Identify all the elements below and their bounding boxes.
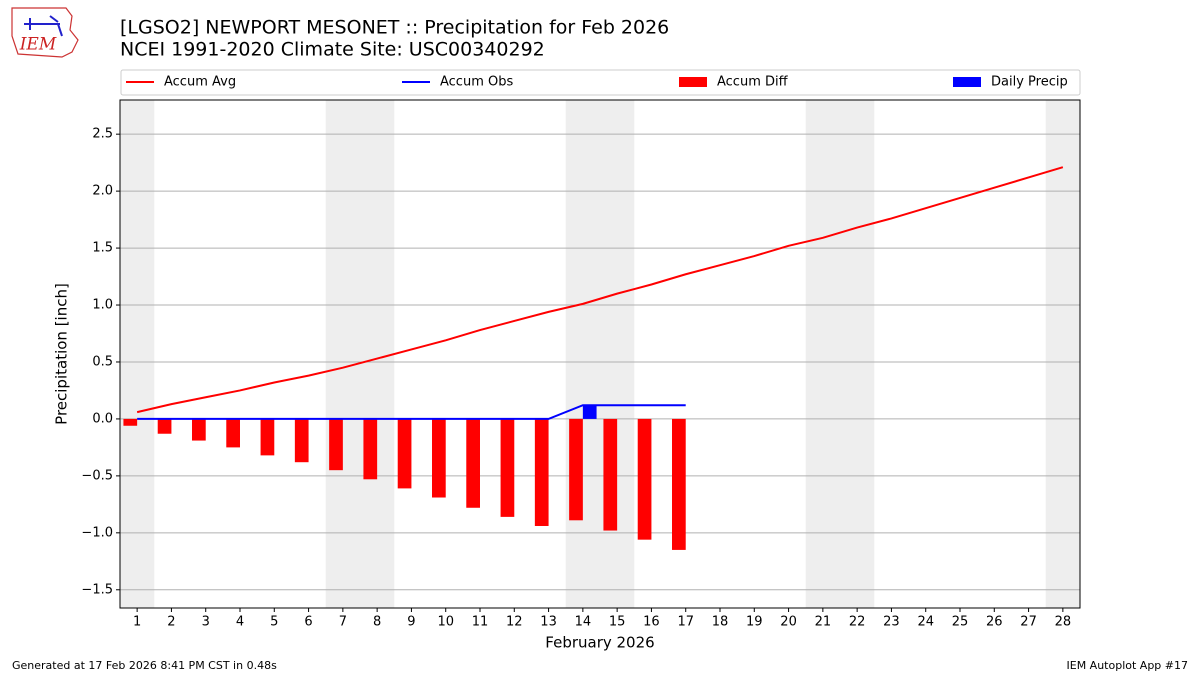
legend-swatch	[953, 77, 981, 87]
shade-band	[565, 100, 600, 608]
shade-band	[840, 100, 875, 608]
logo-outline	[11, 7, 79, 58]
logo-icon	[24, 15, 63, 37]
y-tick-label: −1.0	[81, 525, 113, 540]
bar	[329, 418, 343, 471]
bar	[397, 418, 412, 489]
x-tick-label: 4	[236, 615, 244, 630]
x-tick-label: 5	[270, 615, 278, 630]
bar	[637, 418, 652, 540]
bar	[569, 418, 583, 521]
x-tick-label: 19	[746, 615, 763, 630]
x-tick-label: 8	[373, 615, 381, 630]
bar	[500, 418, 515, 517]
chart-title: [LGSO2] NEWPORT MESONET :: Precipitation…	[120, 17, 669, 39]
bar	[672, 418, 686, 550]
x-axis-label: February 2026	[545, 634, 654, 652]
x-tick-label: 10	[437, 615, 454, 630]
y-tick-label: 2.5	[92, 127, 113, 142]
x-tick-label: 12	[506, 615, 523, 630]
y-tick-label: 2.0	[92, 184, 113, 199]
legend-swatch	[679, 77, 707, 87]
chart-subtitle: NCEI 1991-2020 Climate Site: USC00340292	[120, 39, 545, 61]
shade-band	[600, 100, 635, 608]
x-tick-label: 18	[712, 615, 729, 630]
x-tick-label: 25	[952, 615, 969, 630]
legend-label: Accum Diff	[717, 75, 789, 90]
x-tick-label: 23	[883, 615, 900, 630]
x-tick-label: 6	[304, 615, 312, 630]
x-tick-label: 22	[849, 615, 866, 630]
bar	[192, 418, 206, 441]
x-tick-label: 17	[677, 615, 694, 630]
bar	[466, 418, 480, 508]
logo-text: IEM	[19, 35, 57, 55]
x-tick-label: 28	[1055, 615, 1072, 630]
shade-band	[120, 100, 155, 608]
x-tick-label: 11	[472, 615, 489, 630]
y-tick-label: 0.0	[92, 411, 113, 426]
bar	[534, 418, 549, 526]
legend	[120, 69, 1081, 96]
legend-label: Daily Precip	[991, 75, 1068, 90]
x-tick-label: 26	[986, 615, 1003, 630]
x-tick-label: 9	[407, 615, 415, 630]
x-tick-label: 15	[609, 615, 626, 630]
x-tick-label: 27	[1020, 615, 1037, 630]
shade-band	[1045, 100, 1080, 608]
bar	[226, 418, 240, 448]
y-tick-label: −1.5	[81, 582, 113, 597]
bar	[363, 418, 378, 480]
y-axis-label: Precipitation [inch]	[53, 283, 71, 425]
shade-band	[805, 100, 840, 608]
x-tick-label: 14	[575, 615, 592, 630]
legend-label: Accum Avg	[164, 75, 236, 90]
bar	[432, 418, 446, 498]
x-tick-label: 2	[167, 615, 175, 630]
x-tick-label: 7	[339, 615, 347, 630]
bar	[603, 418, 618, 531]
y-tick-label: −0.5	[81, 468, 113, 483]
bar	[157, 418, 172, 434]
legend-label: Accum Obs	[440, 75, 513, 90]
footer-left: Generated at 17 Feb 2026 8:41 PM CST in …	[12, 659, 277, 672]
y-tick-label: 1.0	[92, 298, 113, 313]
bar	[294, 418, 309, 463]
x-tick-label: 1	[133, 615, 141, 630]
logo: IEM	[11, 7, 79, 58]
line	[136, 166, 1064, 414]
bar	[582, 405, 597, 419]
bar	[260, 418, 275, 456]
x-tick-label: 24	[917, 615, 934, 630]
footer-right: IEM Autoplot App #17	[1067, 659, 1189, 672]
bar	[123, 418, 138, 426]
x-tick-label: 20	[780, 615, 797, 630]
plot-frame	[119, 99, 1081, 609]
x-tick-label: 21	[815, 615, 832, 630]
shade-band	[325, 100, 360, 608]
shade-band	[360, 100, 395, 608]
y-tick-label: 0.5	[92, 354, 113, 369]
line	[137, 404, 686, 420]
x-tick-label: 3	[202, 615, 210, 630]
x-tick-label: 16	[643, 615, 660, 630]
x-tick-label: 13	[540, 615, 557, 630]
y-tick-label: 1.5	[92, 241, 113, 256]
